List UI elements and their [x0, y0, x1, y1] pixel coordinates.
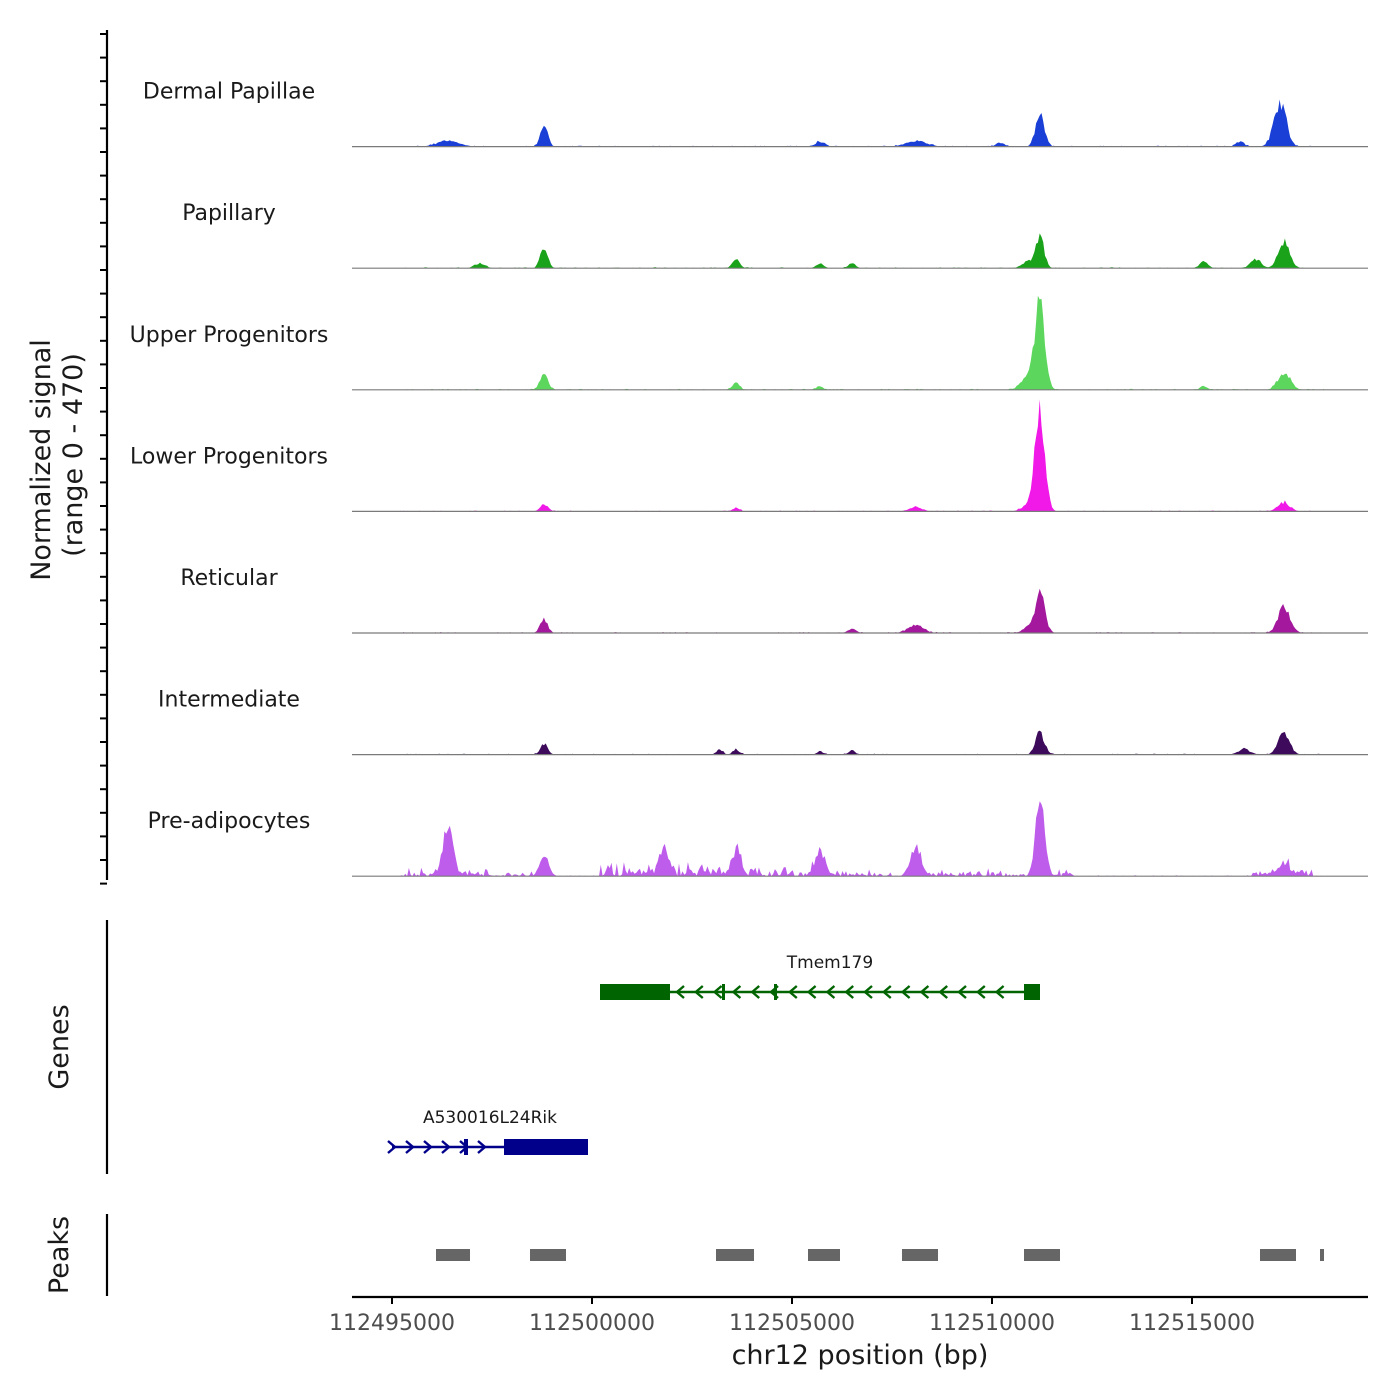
strand-arrow	[405, 1140, 415, 1154]
track-label: Pre-adipocytes	[148, 809, 311, 834]
track-label: Dermal Papillae	[143, 80, 315, 105]
track-reticular: Reticular	[180, 566, 1368, 634]
strand-arrow	[881, 985, 892, 999]
strand-arrow	[938, 985, 948, 999]
coverage-area	[400, 588, 1324, 633]
x-tick-label: 112515000	[1129, 1311, 1255, 1336]
gene-exon	[774, 984, 777, 1000]
x-tick-label: 112510000	[929, 1311, 1055, 1336]
genes-panel-label: Genes	[44, 1004, 75, 1089]
coverage-area	[400, 730, 1324, 755]
coverage-area	[400, 99, 1324, 147]
gene-exon	[600, 984, 670, 1000]
peak-region	[902, 1249, 938, 1261]
gene-exon	[504, 1139, 588, 1155]
track-pre-adipocytes: Pre-adipocytes	[148, 801, 1368, 877]
peak-region	[808, 1249, 840, 1261]
strand-arrow	[787, 985, 798, 999]
x-tick-label: 112500000	[529, 1311, 655, 1336]
track-label: Intermediate	[158, 688, 300, 713]
strand-arrow	[387, 1140, 397, 1154]
peak-region	[436, 1249, 470, 1261]
strand-arrow	[441, 1140, 451, 1154]
track-dermal-papillae: Dermal Papillae	[143, 80, 1368, 148]
strand-arrow	[750, 985, 760, 999]
strand-arrow	[693, 985, 704, 999]
peak-region	[530, 1249, 566, 1261]
coverage-y-axis-ticks	[100, 33, 107, 885]
gene-a530016l24rik: A530016L24Rik	[387, 1108, 588, 1155]
gene-exon	[1024, 984, 1040, 1000]
strand-arrow	[863, 985, 873, 999]
strand-arrow	[919, 985, 930, 999]
track-lower-progenitors: Lower Progenitors	[130, 399, 1368, 512]
strand-arrow	[900, 985, 911, 999]
strand-arrow	[423, 1140, 433, 1154]
strand-arrow	[731, 985, 742, 999]
strand-arrow	[712, 985, 723, 999]
track-label: Lower Progenitors	[130, 444, 328, 469]
track-upper-progenitors: Upper Progenitors	[130, 295, 1368, 391]
strand-arrow	[825, 985, 836, 999]
gene-label: Tmem179	[786, 953, 873, 973]
y-axis-title: Normalized signal	[26, 339, 57, 581]
coverage-tracks: Dermal Papillae Papillary Upper Progenitor…	[130, 80, 1368, 877]
coverage-area	[400, 399, 1324, 512]
gene-exon	[464, 1139, 468, 1155]
peak-region	[716, 1249, 754, 1261]
peak-region	[1260, 1249, 1296, 1261]
strand-arrow	[957, 985, 967, 999]
track-label: Papillary	[182, 201, 276, 226]
x-axis-ticks: 112495000 112500000 112505000 112510000 1125…	[329, 1297, 1255, 1336]
track-label: Upper Progenitors	[130, 323, 329, 348]
strand-arrow	[806, 985, 817, 999]
peak-region	[1024, 1249, 1060, 1261]
strand-arrow	[994, 985, 1005, 999]
peaks-panel-label: Peaks	[44, 1216, 75, 1294]
track-label: Reticular	[180, 566, 278, 591]
strand-arrow	[844, 985, 854, 999]
strand-arrow	[477, 1140, 487, 1154]
gene-exon	[722, 984, 725, 1000]
coverage-area	[400, 233, 1324, 269]
coverage-area	[400, 295, 1324, 390]
gene-annotations: Tmem179 A530016L24Rik	[387, 953, 1040, 1155]
y-axis-range-label: (range 0 - 470)	[58, 353, 89, 557]
coverage-area	[400, 801, 1324, 877]
x-tick-label: 112495000	[329, 1311, 455, 1336]
strand-arrow	[975, 985, 986, 999]
peak-region	[1320, 1249, 1324, 1261]
strand-arrow	[675, 985, 685, 999]
track-intermediate: Intermediate	[158, 688, 1368, 756]
peak-regions	[436, 1249, 1324, 1261]
gene-tmem179: Tmem179	[600, 953, 1040, 1000]
track-papillary: Papillary	[182, 201, 1368, 269]
x-tick-label: 112505000	[729, 1311, 855, 1336]
x-axis-title: chr12 position (bp)	[732, 1340, 989, 1371]
gene-label: A530016L24Rik	[423, 1108, 557, 1128]
